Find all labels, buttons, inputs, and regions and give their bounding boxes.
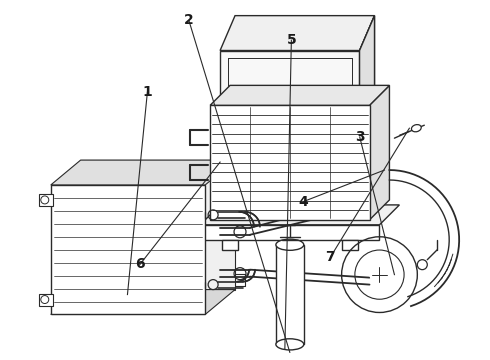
Polygon shape — [51, 160, 235, 185]
Text: 1: 1 — [143, 85, 152, 99]
Ellipse shape — [412, 125, 421, 132]
Polygon shape — [360, 15, 374, 105]
Text: 5: 5 — [287, 33, 296, 47]
Text: 7: 7 — [326, 250, 335, 264]
Text: 4: 4 — [299, 194, 308, 208]
Polygon shape — [369, 85, 390, 220]
Polygon shape — [51, 289, 235, 315]
Text: 3: 3 — [355, 130, 365, 144]
Text: 2: 2 — [184, 13, 194, 27]
Text: 6: 6 — [135, 257, 145, 271]
Polygon shape — [220, 50, 360, 105]
Polygon shape — [39, 194, 53, 206]
Ellipse shape — [276, 239, 304, 250]
Polygon shape — [210, 105, 369, 220]
Polygon shape — [200, 225, 379, 240]
Polygon shape — [360, 15, 374, 105]
Polygon shape — [39, 293, 53, 306]
Polygon shape — [220, 15, 374, 50]
Circle shape — [370, 265, 389, 284]
Polygon shape — [51, 185, 205, 315]
Ellipse shape — [276, 339, 304, 350]
Polygon shape — [342, 240, 358, 250]
Bar — [276, 245, 304, 345]
Polygon shape — [81, 160, 235, 289]
Polygon shape — [222, 240, 238, 250]
Polygon shape — [200, 205, 399, 225]
Polygon shape — [210, 85, 390, 105]
